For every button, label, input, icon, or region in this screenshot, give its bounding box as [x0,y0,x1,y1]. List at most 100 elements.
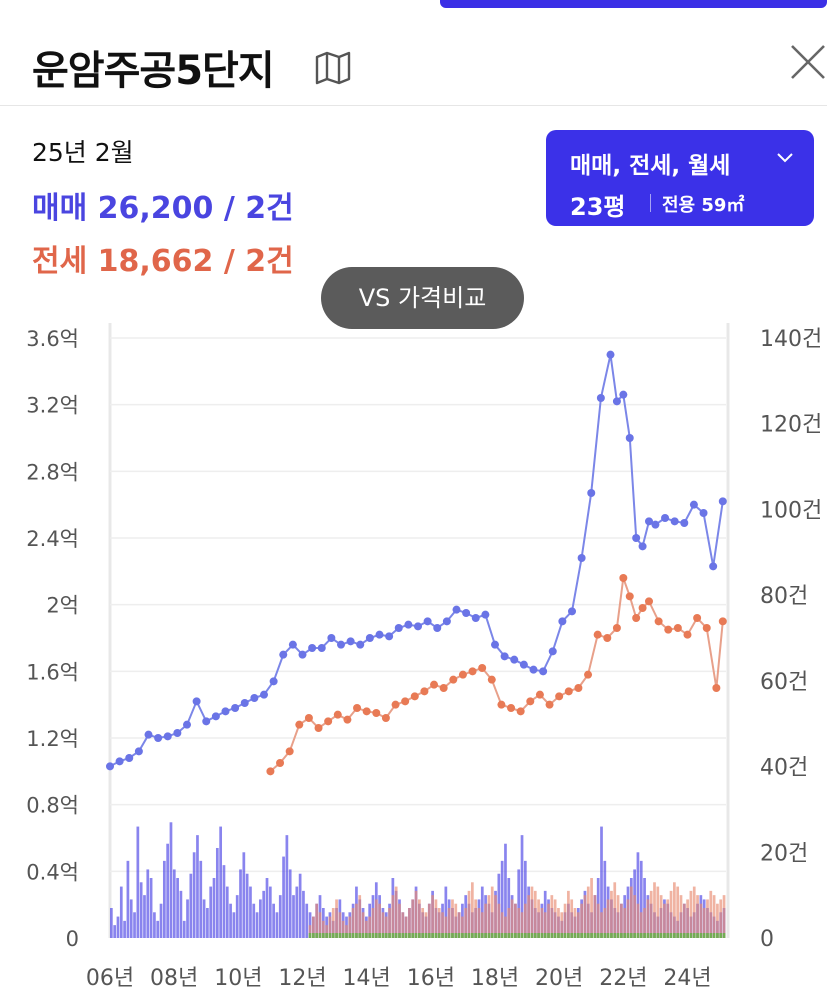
jeonse-volume-bar [507,908,511,938]
wolse-volume-bar [537,933,540,938]
jeonse-price-point [314,724,323,732]
wolse-volume-bar [490,933,494,938]
jeonse-volume-bar [497,903,501,938]
sale-volume-bar [219,826,223,938]
wolse-volume-bar [586,933,590,938]
wolse-volume-bar [669,933,673,938]
wolse-volume-bar [570,933,574,938]
jeonse-price-point [487,675,496,684]
jeonse-volume-bar [649,890,653,938]
wolse-volume-bar [374,933,378,938]
jeonse-price-point [625,592,634,601]
sale-price-point [500,652,509,661]
sale-volume-bar [252,903,256,938]
jeonse-price-point [458,670,467,679]
jeonse-volume-bar [391,895,395,938]
jeonse-volume-bar [636,903,640,938]
sale-volume-bar [636,852,640,938]
wolse-volume-bar [345,933,348,938]
x-tick-label: 16년 [407,966,455,991]
sale-price-point [221,707,230,716]
wolse-volume-bar [494,933,497,938]
jeonse-volume-bar [722,895,726,938]
jeonse-price-point [619,574,628,582]
x-tick-label: 22년 [599,966,647,991]
sale-volume-bar [282,856,285,938]
wolse-volume-bar [523,933,527,938]
y-left-tick-label: 0.8억 [26,794,79,818]
sale-price-point [288,640,297,649]
jeonse-volume-bar [371,908,375,938]
sale-price-point [134,747,143,756]
jeonse-volume-bar [580,903,583,938]
jeonse-volume-bar [361,912,365,938]
wolse-volume-bar [437,933,441,938]
jeonse-volume-bar [613,882,617,938]
jeonse-volume-bar [702,908,706,938]
jeonse-volume-bar [669,890,673,938]
sale-volume-bar [182,920,186,938]
jeonse-volume-bar [318,912,322,938]
jeonse-volume-bar [328,916,332,938]
y-right-tick-label: 80건 [760,584,808,609]
sale-volume-bar [159,903,163,938]
sale-volume-bar [133,912,136,938]
sale-volume-bar [119,886,123,938]
wolse-volume-bar [722,933,726,938]
jeonse-volume-bar [699,903,703,938]
filter-separator [650,194,651,212]
jeonse-price-point [449,675,458,684]
sale-price-point [298,650,307,659]
sale-price-point [606,350,615,359]
sale-volume-bar [298,873,302,938]
sale-volume-bar [153,912,156,938]
jeonse-price-point [304,714,313,722]
filter-pyeong: 23평 [570,193,626,221]
jeonse-volume-bar [464,908,468,938]
sale-volume-bar [285,835,289,938]
trade-type-filter-button[interactable]: 매매, 전세, 월세 23평 전용 59㎡ [546,130,814,226]
jeonse-volume-bar [388,908,391,938]
jeonse-price-point [439,684,448,692]
y-left-tick-label: 2.8억 [26,460,79,484]
wolse-volume-bar [315,933,319,938]
sale-volume-bar [199,860,203,938]
wolse-volume-bar [368,933,372,938]
sale-volume-bar [278,895,282,938]
wolse-volume-bar [424,933,428,938]
sale-volume-bar [209,886,213,938]
wolse-volume-bar [421,933,425,938]
sale-price-point [651,520,660,529]
sale-price-point [385,632,394,641]
sale-volume-bar [305,903,309,938]
map-icon[interactable] [313,48,353,88]
sale-volume-bar [189,873,193,938]
jeonse-price-point [693,614,702,622]
wolse-volume-bar [712,933,716,938]
wolse-volume-bar [404,933,408,938]
sale-volume-bar [206,908,209,938]
jeonse-price-point [574,684,583,692]
jeonse-volume-bar [408,908,411,938]
price-compare-button[interactable]: VS 가격비교 [321,267,524,329]
filter-area: 전용 59㎡ [662,195,745,216]
jeonse-volume-bar [543,912,547,938]
sale-volume-bar [143,895,146,938]
sale-price-point [433,624,442,632]
wolse-volume-bar [418,933,421,938]
header: 운암주공5단지 [0,8,827,106]
chevron-down-icon [777,153,793,163]
sale-price-point [699,509,708,517]
wolse-volume-bar [530,933,534,938]
sale-price-point [689,500,698,509]
jeonse-volume-bar [480,912,484,938]
sale-volume-bar [600,826,603,938]
sale-volume-bar [504,843,507,938]
jeonse-volume-bar [414,890,418,938]
sale-price-point [154,734,163,742]
y-right-tick-label: 120건 [760,413,822,438]
close-icon[interactable] [786,40,827,82]
price-chart[interactable]: 0 0.4억 0.8억 1.2억 1.6억 2억 2.4억 2.8억 3.2억 3.6억 0 20건 4… [0,300,827,1000]
jeonse-volume-bar [477,908,481,938]
jeonse-volume-bar [338,912,342,938]
